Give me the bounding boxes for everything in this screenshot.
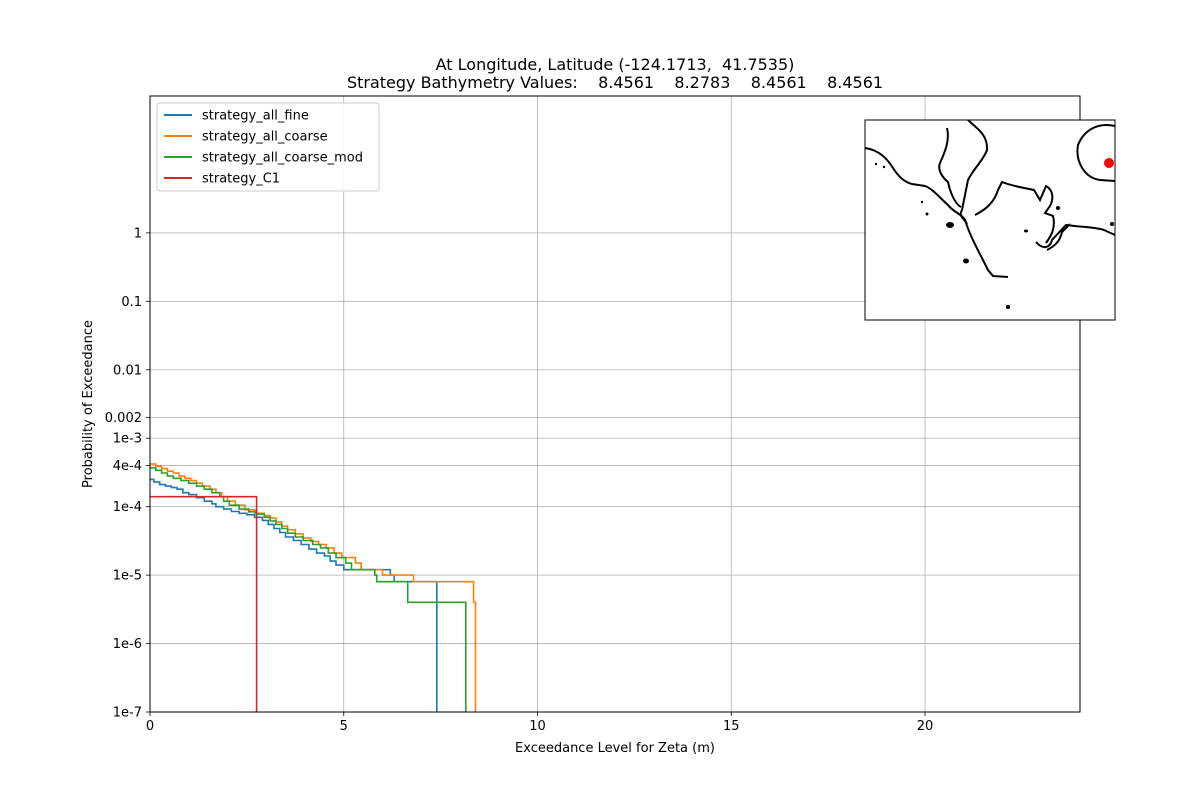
y-tick-label: 1e-6 [113, 637, 142, 652]
x-tick-label: 20 [917, 719, 934, 734]
legend-entry-label: strategy_all_coarse_mod [202, 151, 363, 166]
y-tick-label: 0.002 [105, 411, 142, 426]
grid-layer [149, 96, 1080, 713]
island-dots [874, 162, 1114, 309]
series-line-strategy_all_coarse [150, 463, 477, 712]
y-tick-label: 1e-5 [113, 569, 142, 584]
x-axis-label: Exceedance Level for Zeta (m) [515, 741, 715, 756]
chart-title-line-1: At Longitude, Latitude (-124.1713, 41.75… [435, 55, 795, 74]
y-tick-label: 1e-7 [113, 706, 142, 721]
tick-layer: 0 5 10 15 20 1e-7 1e-6 1e-5 1e-4 4e-4 1e-3 0.002 0.0… [105, 226, 933, 734]
plot-frame [149, 95, 1081, 713]
y-tick-label: 4e-4 [113, 459, 142, 474]
legend-entry-label: strategy_all_fine [202, 109, 309, 124]
x-tick-label: 0 [146, 719, 154, 734]
series-line-strategy_all_fine [150, 478, 438, 712]
coastline-paths [864, 119, 1116, 278]
location-marker [1104, 158, 1114, 168]
y-tick-label: 1 [134, 226, 142, 241]
legend: strategy_all_fine strategy_all_coarsestra… [156, 102, 380, 192]
series-line-strategy_all_coarse_mod [150, 467, 467, 712]
y-tick-label: 1e-3 [113, 432, 142, 447]
x-tick-label: 15 [723, 719, 740, 734]
series-line-strategy_C1 [150, 495, 258, 712]
y-tick-label: 0.1 [121, 295, 142, 310]
series-layer [150, 463, 477, 712]
y-tick-label: 0.01 [113, 363, 142, 378]
x-tick-label: 5 [340, 719, 348, 734]
chart-title-line-2: Strategy Bathymetry Values: 8.4561 8.278… [346, 73, 884, 92]
legend-entry-label: strategy_C1 [202, 172, 280, 187]
inset-map [864, 119, 1116, 321]
x-tick-label: 10 [529, 719, 546, 734]
legend-box [156, 102, 380, 192]
inset-map-frame [864, 119, 1116, 321]
y-tick-label: 1e-4 [113, 500, 142, 515]
y-axis-label: Probability of Exceedance [81, 320, 96, 488]
legend-entry-label: strategy_all_coarse [202, 130, 328, 145]
